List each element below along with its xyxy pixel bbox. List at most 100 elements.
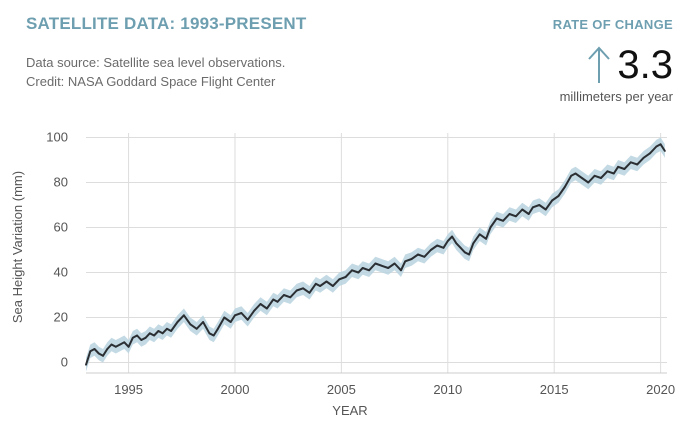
- data-point: [97, 352, 100, 355]
- data-point: [587, 181, 590, 184]
- data-point: [404, 260, 407, 263]
- source-line: Data source: Satellite sea level observa…: [26, 55, 286, 70]
- data-point: [374, 262, 377, 265]
- data-point: [436, 244, 439, 247]
- data-point: [283, 294, 285, 296]
- data-point: [89, 350, 92, 353]
- rate-of-change-unit: millimeters per year: [559, 89, 673, 104]
- data-point: [410, 258, 413, 260]
- data-point: [195, 327, 198, 330]
- y-axis-label: Sea Height Variation (mm): [10, 171, 25, 323]
- data-point: [617, 165, 619, 168]
- data-point: [361, 267, 364, 269]
- data-point: [202, 321, 205, 323]
- data-point: [532, 206, 534, 209]
- data-point: [495, 217, 498, 220]
- data-point: [446, 240, 449, 242]
- data-point: [574, 172, 577, 175]
- data-point: [114, 345, 117, 348]
- data-point: [527, 213, 530, 215]
- data-point: [93, 348, 96, 350]
- y-tick-label: 80: [54, 175, 68, 190]
- data-point: [551, 199, 553, 202]
- data-point: [451, 235, 453, 238]
- data-point: [119, 343, 121, 346]
- y-tick-label: 60: [54, 220, 68, 235]
- data-point: [217, 327, 219, 330]
- data-point: [136, 334, 139, 337]
- data-point: [629, 161, 632, 164]
- data-point: [521, 208, 524, 211]
- data-point: [85, 363, 87, 366]
- x-tick-label: 2015: [540, 382, 569, 397]
- uncertainty-band-layer: [86, 137, 665, 372]
- data-point: [400, 269, 402, 272]
- data-point: [642, 156, 645, 159]
- data-point: [140, 339, 143, 341]
- data-point: [314, 282, 317, 285]
- arrow-up-icon: [588, 46, 611, 83]
- data-point: [170, 330, 173, 332]
- data-source-note: Data source: Satellite sea level observa…: [26, 53, 285, 91]
- data-point: [189, 323, 192, 326]
- x-tick-label: 2000: [221, 382, 250, 397]
- credit-line: Credit: NASA Goddard Space Flight Center: [26, 74, 276, 89]
- data-point: [393, 262, 396, 265]
- data-point: [344, 276, 347, 278]
- y-tick-label: 100: [46, 130, 68, 145]
- data-point: [485, 237, 487, 240]
- tick-label-layer: 0 20 40 60 80 100 1995 2000 2005 2010 2015 2020: [46, 130, 675, 398]
- data-point: [212, 334, 215, 337]
- y-tick-label: 40: [54, 265, 68, 280]
- data-point: [338, 278, 341, 281]
- rate-of-change-value: 3.3: [617, 43, 673, 87]
- data-point: [229, 321, 232, 323]
- data-point: [380, 264, 383, 267]
- data-point: [161, 332, 164, 335]
- data-point: [478, 233, 481, 236]
- data-point: [272, 298, 275, 301]
- data-point: [123, 341, 126, 344]
- data-point: [144, 336, 147, 339]
- data-point: [442, 246, 445, 249]
- data-point: [515, 215, 517, 218]
- data-point: [600, 177, 602, 179]
- data-point: [593, 174, 596, 177]
- data-point: [468, 253, 470, 256]
- data-point: [157, 330, 160, 332]
- x-axis-label: YEAR: [332, 403, 367, 418]
- data-point: [308, 291, 311, 294]
- data-point: [240, 312, 243, 314]
- data-point: [289, 296, 292, 299]
- data-point: [649, 152, 651, 155]
- data-point: [368, 269, 370, 272]
- x-tick-label: 2010: [433, 382, 462, 397]
- x-tick-label: 2005: [327, 382, 356, 397]
- data-point: [234, 314, 236, 317]
- rate-of-change-value-row: 3.3: [587, 40, 673, 90]
- data-point: [319, 285, 321, 287]
- chart-title: SATELLITE DATA: 1993-PRESENT: [26, 14, 307, 33]
- data-point: [623, 168, 626, 170]
- data-point: [153, 334, 156, 337]
- y-tick-label: 20: [54, 310, 68, 325]
- data-point: [357, 271, 360, 274]
- data-point: [636, 163, 639, 166]
- data-point: [417, 253, 419, 256]
- rate-of-change-label: RATE OF CHANGE: [552, 17, 673, 32]
- data-point: [538, 204, 541, 206]
- data-point: [463, 251, 466, 254]
- data-point: [423, 255, 426, 258]
- data-point: [502, 219, 504, 222]
- data-point: [295, 289, 298, 292]
- data-point: [176, 321, 179, 323]
- data-point: [563, 186, 566, 188]
- data-point: [110, 343, 113, 346]
- data-point: [131, 336, 134, 339]
- data-point: [544, 208, 547, 211]
- data-point: [557, 195, 560, 197]
- data-point: [472, 242, 475, 245]
- data-point: [166, 327, 168, 330]
- data-point: [387, 267, 390, 269]
- data-point: [253, 309, 256, 312]
